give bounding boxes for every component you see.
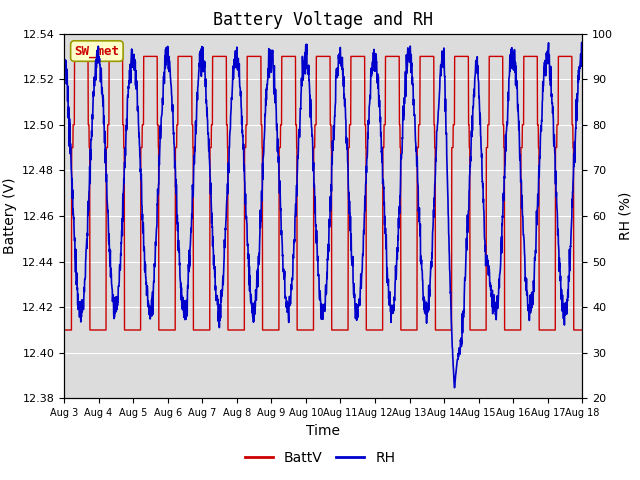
RH [60, 44, 68, 50]
RH [205, 142, 212, 148]
Y-axis label: Battery (V): Battery (V) [3, 178, 17, 254]
BattV [533, 54, 541, 60]
RH [533, 222, 541, 228]
BattV [349, 54, 357, 60]
RH [338, 58, 346, 63]
Title: Battery Voltage and RH: Battery Voltage and RH [213, 11, 433, 29]
Line: BattV: BattV [64, 57, 582, 330]
BattV [338, 327, 346, 333]
BattV [71, 54, 79, 60]
BattV [547, 327, 555, 333]
X-axis label: Time: Time [306, 424, 340, 438]
RH [349, 279, 357, 285]
BattV [474, 327, 481, 333]
RH [451, 385, 458, 391]
RH [547, 91, 555, 96]
Y-axis label: RH (%): RH (%) [619, 192, 633, 240]
Legend: BattV, RH: BattV, RH [239, 445, 401, 471]
Line: RH: RH [64, 43, 582, 388]
RH [474, 63, 481, 69]
Text: SW_met: SW_met [74, 45, 120, 58]
BattV [60, 327, 68, 333]
BattV [205, 327, 212, 333]
RH [579, 57, 586, 62]
BattV [579, 327, 586, 333]
RH [578, 40, 586, 46]
